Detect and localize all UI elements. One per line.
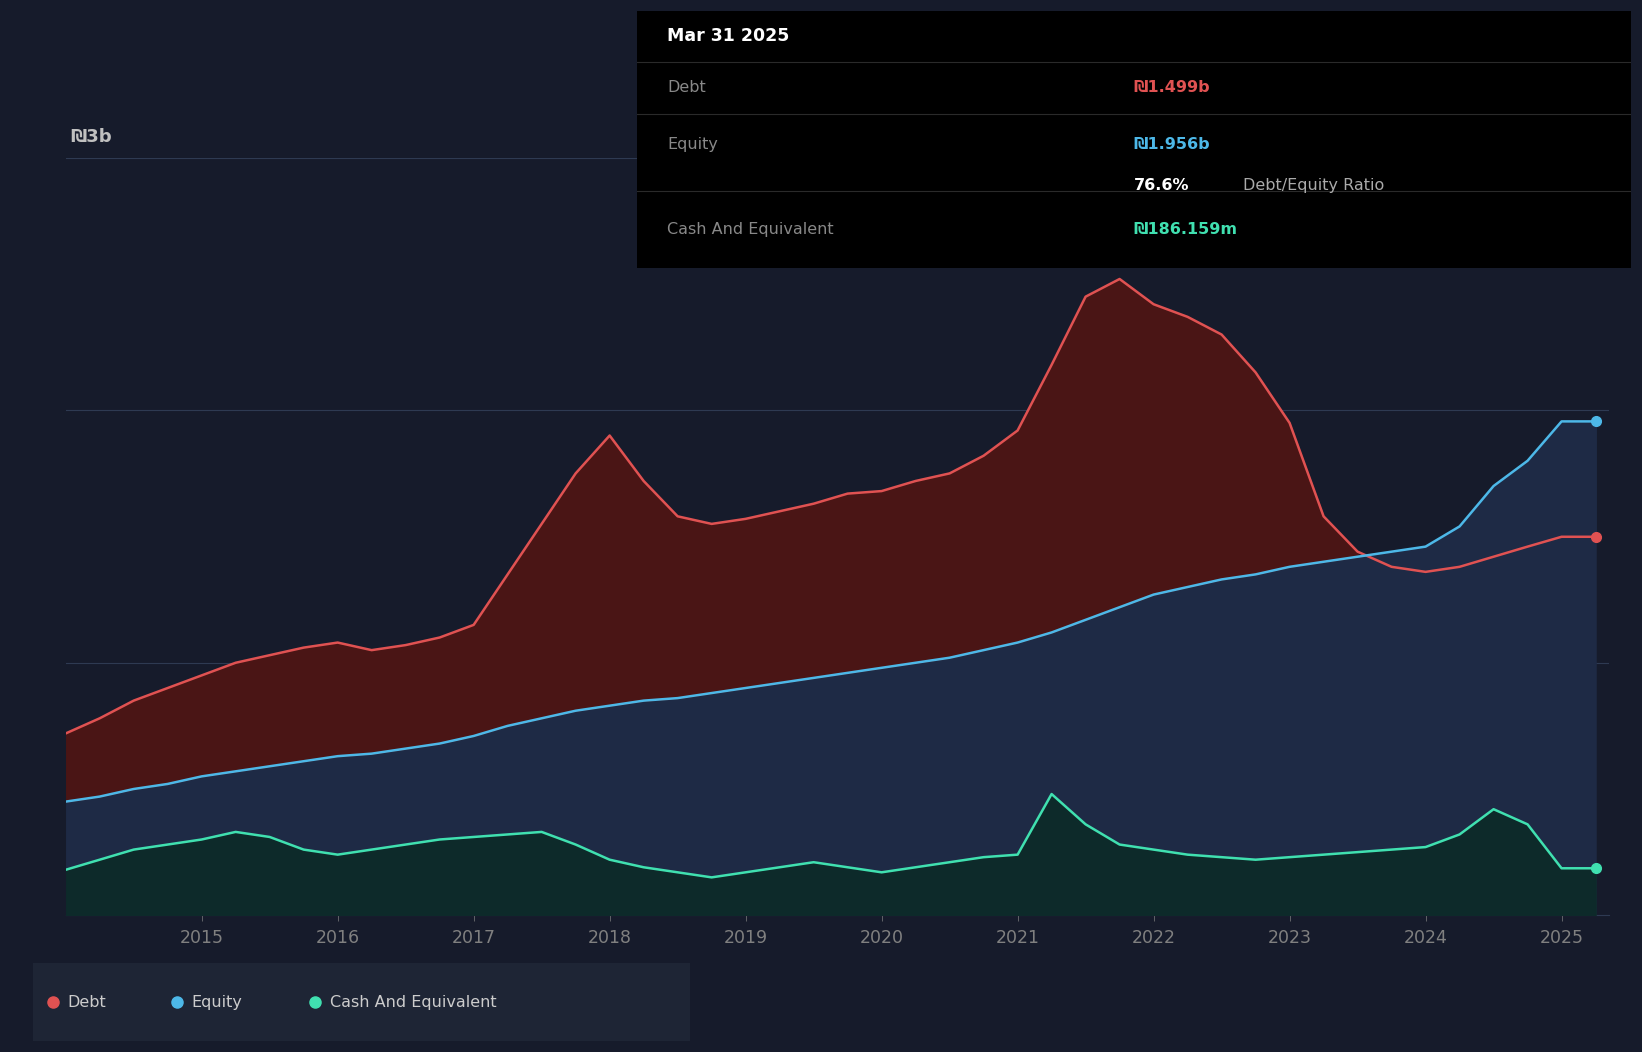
Text: Equity: Equity: [192, 994, 243, 1010]
Text: Equity: Equity: [667, 137, 718, 153]
Text: ₪0: ₪0: [71, 890, 99, 908]
Text: ₪1.499b: ₪1.499b: [1135, 80, 1210, 96]
Text: ₪3b: ₪3b: [71, 128, 112, 146]
Text: Cash And Equivalent: Cash And Equivalent: [330, 994, 496, 1010]
Text: ₪1.956b: ₪1.956b: [1135, 137, 1210, 153]
Text: Cash And Equivalent: Cash And Equivalent: [667, 222, 834, 237]
Text: Debt: Debt: [67, 994, 105, 1010]
Text: Debt: Debt: [667, 80, 706, 96]
Text: ₪186.159m: ₪186.159m: [1135, 222, 1238, 237]
Text: 76.6%: 76.6%: [1135, 178, 1189, 194]
Text: Debt/Equity Ratio: Debt/Equity Ratio: [1243, 178, 1384, 194]
Text: Mar 31 2025: Mar 31 2025: [667, 27, 790, 45]
